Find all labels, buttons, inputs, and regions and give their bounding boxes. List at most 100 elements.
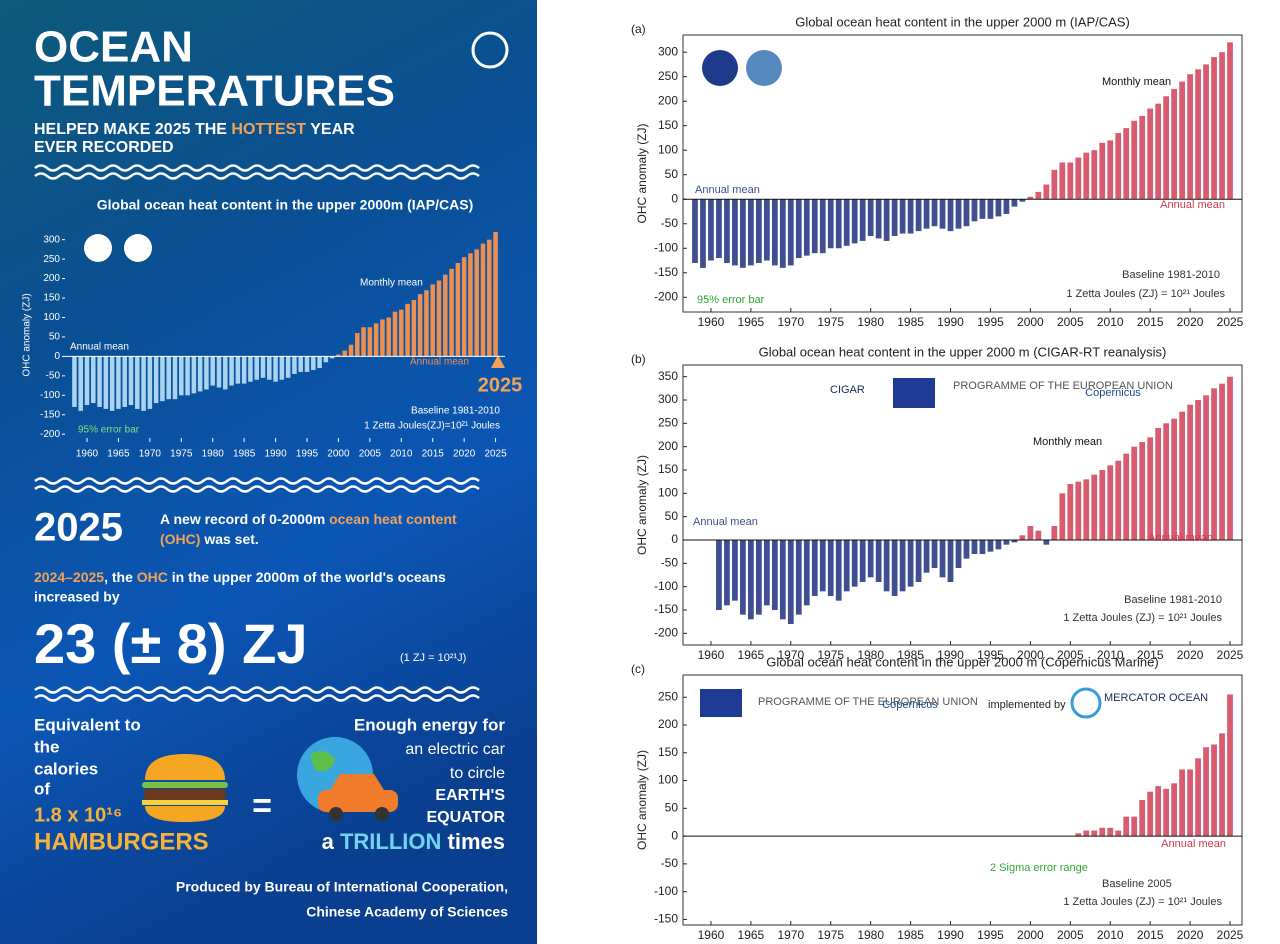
annotation: 95% error bar xyxy=(697,294,765,306)
annotation: 1 Zetta Joules(ZJ)=10²¹ Joules xyxy=(364,421,500,432)
y-tick-label: 250 xyxy=(658,689,678,703)
bar xyxy=(995,199,1002,217)
energy-text: EARTH'S xyxy=(435,787,505,804)
bar xyxy=(995,540,1002,550)
bar xyxy=(755,540,762,615)
bar xyxy=(1091,150,1098,200)
bar xyxy=(971,199,978,222)
bar xyxy=(1059,162,1066,200)
bar xyxy=(1171,418,1177,540)
bar xyxy=(204,356,209,390)
x-tick-label: 2020 xyxy=(453,449,476,460)
bar xyxy=(787,540,794,624)
plot-frame xyxy=(682,364,1243,646)
x-tick-label: 1990 xyxy=(264,449,287,460)
bar xyxy=(210,356,215,386)
energy-text: Enough energy for xyxy=(354,715,506,734)
bar xyxy=(1203,747,1209,837)
x-tick-label: 2015 xyxy=(1137,648,1164,662)
y-tick-label: -50 xyxy=(46,370,61,381)
hamburger-icon xyxy=(142,754,228,822)
bar xyxy=(1163,96,1170,200)
bar xyxy=(1075,481,1082,540)
x-tick-label: 1995 xyxy=(977,315,1004,329)
bar xyxy=(795,199,802,259)
bar xyxy=(1219,52,1225,200)
bar xyxy=(392,311,398,357)
x-tick-label: 2010 xyxy=(390,449,413,460)
bar xyxy=(1147,108,1154,200)
annotation: Annual mean xyxy=(1160,199,1225,211)
equivalent-text: calories xyxy=(34,759,98,778)
annotation: 95% error bar xyxy=(78,425,140,436)
y-tick-label: 50 xyxy=(665,167,679,181)
bar xyxy=(763,540,770,606)
bar xyxy=(329,356,335,359)
bar xyxy=(732,540,738,601)
bar xyxy=(1139,442,1146,540)
bar xyxy=(317,356,322,369)
bar xyxy=(811,199,818,254)
x-tick-label: 2005 xyxy=(1057,315,1084,329)
bar xyxy=(1227,376,1233,540)
bar xyxy=(1211,744,1217,837)
bar xyxy=(424,290,429,357)
y-tick-label: 250 xyxy=(658,69,678,83)
bar xyxy=(1227,42,1233,200)
bar xyxy=(755,199,762,263)
bar xyxy=(795,540,802,615)
logos xyxy=(84,50,1102,719)
bar xyxy=(386,317,391,357)
x-tick-label: 1965 xyxy=(738,315,765,329)
annotation: Copernicus xyxy=(1085,387,1141,399)
y-tick-label: 250 xyxy=(43,254,60,265)
annotation: Baseline 1981-2010 xyxy=(1124,594,1222,606)
hamburger-count: 1.8 x 10¹⁶ xyxy=(34,804,122,826)
bar xyxy=(700,199,706,268)
bar xyxy=(1027,196,1034,200)
bar xyxy=(947,199,954,232)
panel-label: (c) xyxy=(631,662,645,676)
bar xyxy=(835,199,842,249)
bar xyxy=(963,199,970,227)
infographic-background xyxy=(0,0,537,944)
bar xyxy=(405,303,410,357)
bar xyxy=(1003,199,1010,214)
earth-car-icon xyxy=(297,737,398,821)
annotation: Baseline 1981-2010 xyxy=(411,406,500,417)
y-tick-label: -200 xyxy=(654,289,678,303)
y-tick-label: 150 xyxy=(658,118,678,132)
producer: Produced by Bureau of International Coop… xyxy=(176,879,508,895)
x-tick-label: 2015 xyxy=(1137,315,1164,329)
chart-title: Global ocean heat content in the upper 2… xyxy=(759,344,1167,359)
year-marker: 2025 xyxy=(478,374,523,396)
annotation: Annual mean xyxy=(695,184,760,196)
bar xyxy=(1091,830,1098,837)
bar xyxy=(122,356,127,407)
x-tick-label: 1985 xyxy=(897,315,924,329)
bar xyxy=(740,540,746,615)
chart-title: Global ocean heat content in the upper 2… xyxy=(97,197,474,213)
x-tick-label: 1970 xyxy=(777,648,804,662)
bar xyxy=(899,199,906,234)
bar xyxy=(1123,128,1130,200)
bar xyxy=(1211,57,1217,200)
hamburgers: HAMBURGERS xyxy=(34,828,209,855)
bar xyxy=(72,356,77,407)
bar xyxy=(1019,535,1026,540)
bar xyxy=(1171,88,1177,200)
bar xyxy=(724,540,730,606)
subtitle: EVER RECORDED xyxy=(34,139,174,156)
y-tick-label: -200 xyxy=(654,626,678,640)
y-axis-label: OHC anomaly (ZJ) xyxy=(635,750,649,850)
bar xyxy=(109,356,115,411)
x-tick-label: 1995 xyxy=(977,648,1004,662)
producer: Chinese Academy of Sciences xyxy=(306,904,508,920)
bar xyxy=(939,540,946,578)
bar xyxy=(939,199,946,229)
bar xyxy=(260,356,266,378)
bar xyxy=(1035,191,1042,200)
x-tick-label: 2005 xyxy=(1057,928,1084,942)
bar xyxy=(304,356,310,372)
annotation: Monthly mean xyxy=(360,278,423,289)
